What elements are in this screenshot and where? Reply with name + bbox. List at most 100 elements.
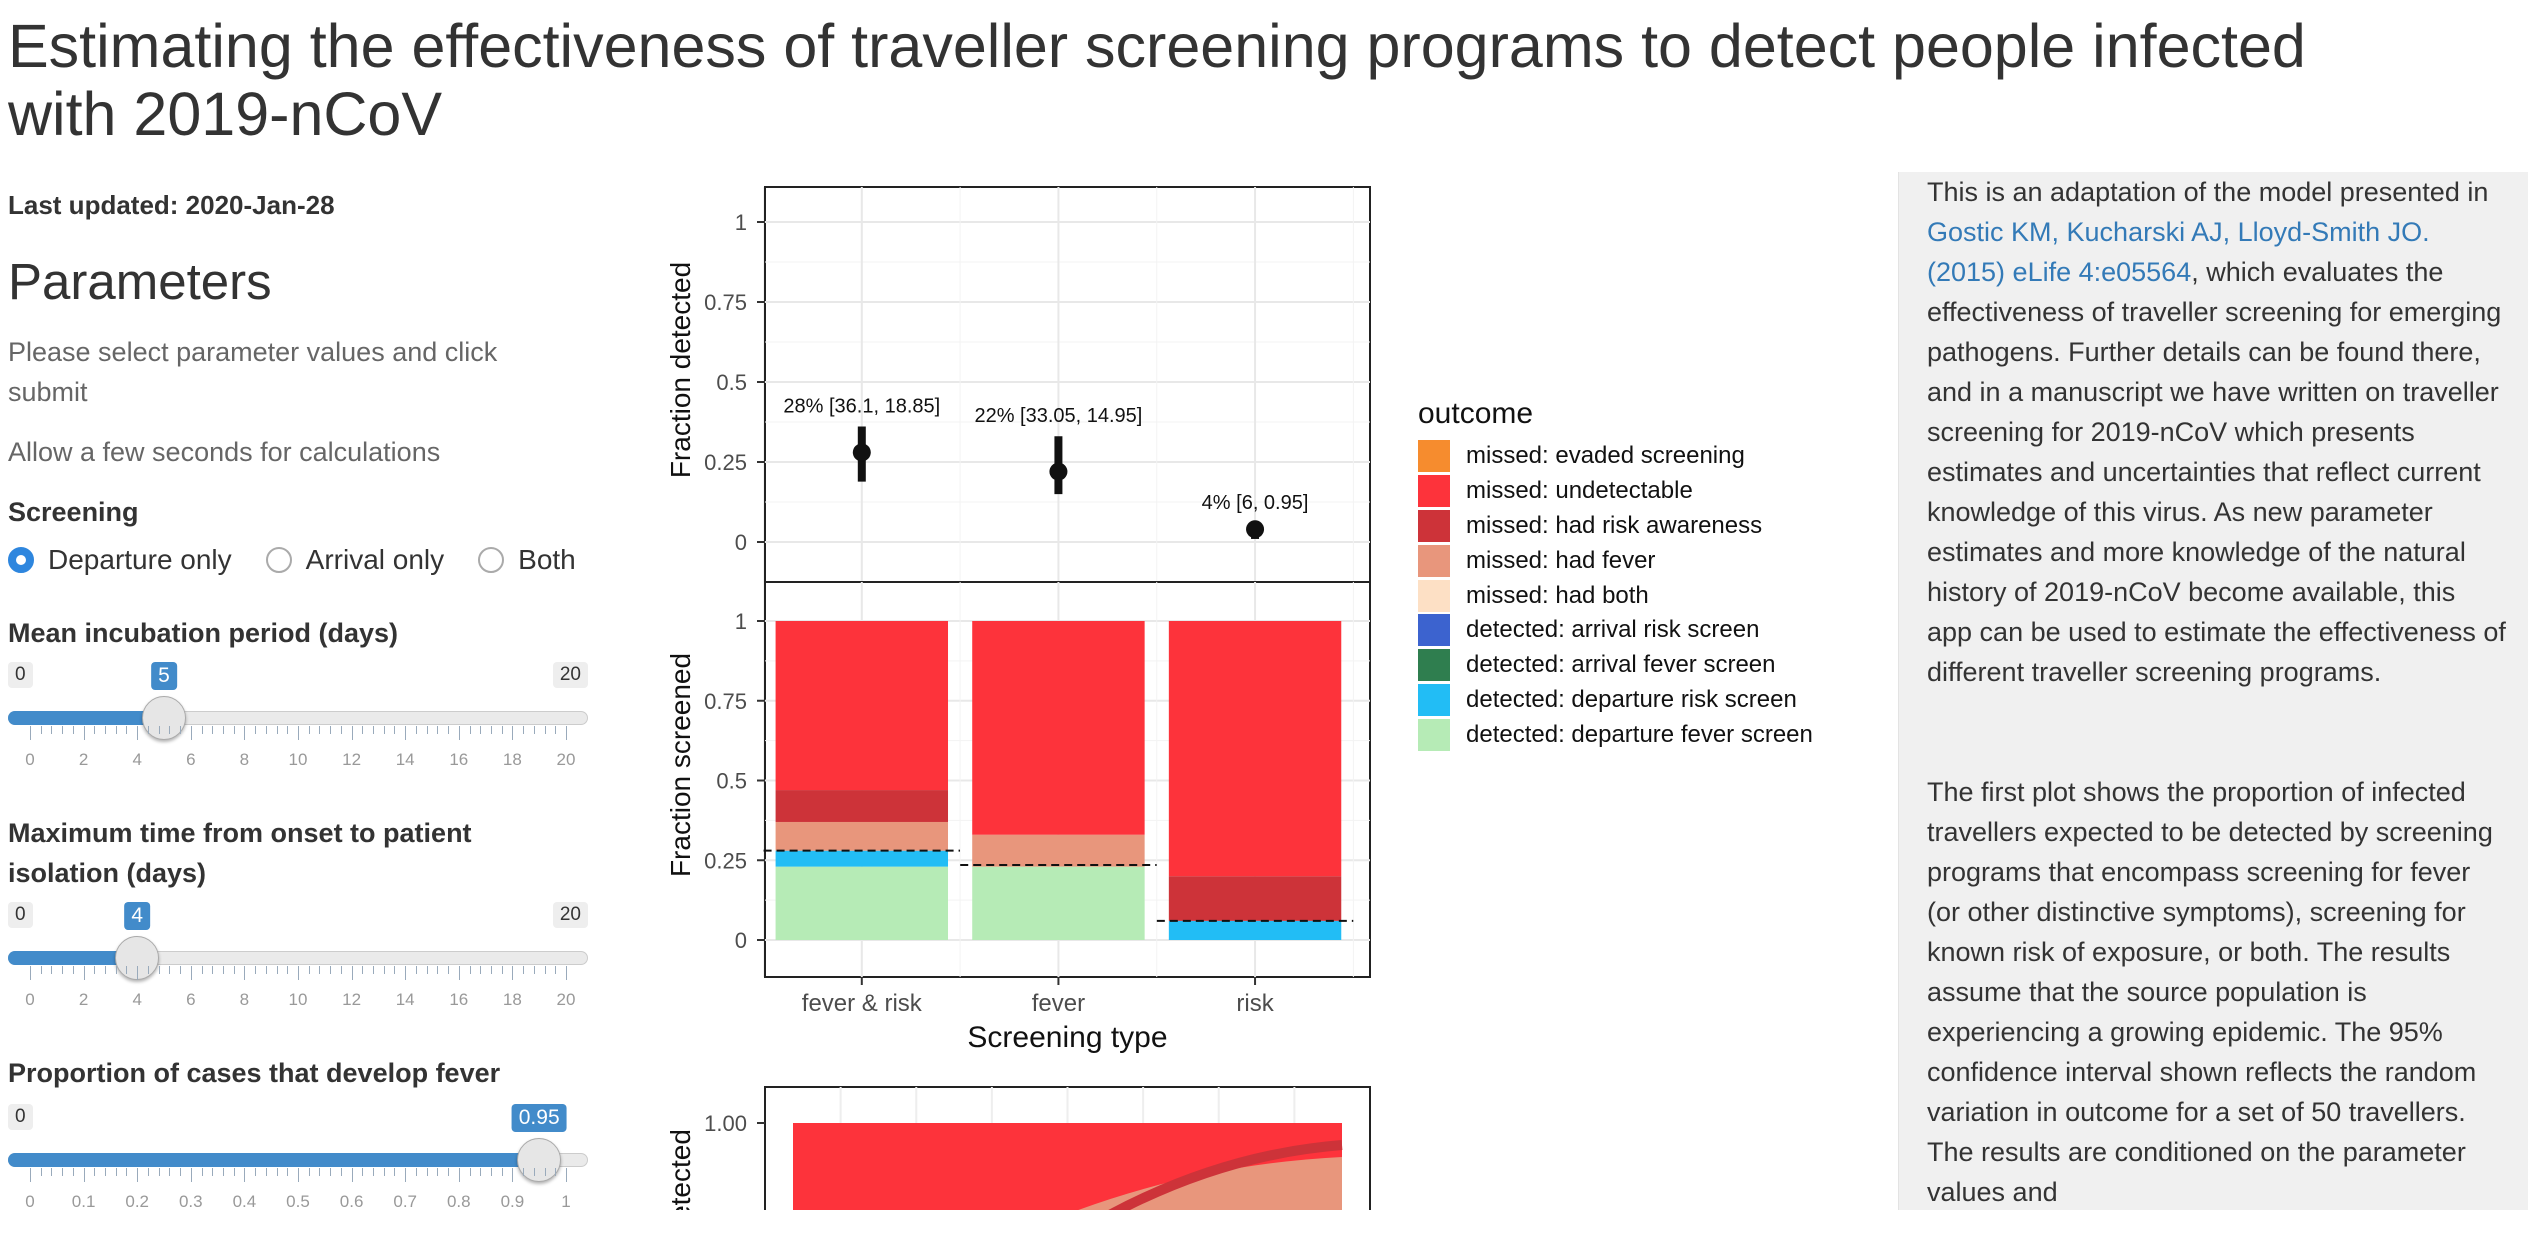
bar-segment bbox=[775, 790, 949, 822]
slider-tick bbox=[158, 1168, 160, 1176]
radio-unselected-icon[interactable] bbox=[478, 547, 505, 573]
slider-tick-label: 0.7 bbox=[393, 1192, 418, 1211]
slider-tick bbox=[458, 966, 460, 980]
slider-tick bbox=[448, 966, 450, 974]
slider-tick bbox=[351, 726, 353, 740]
slider-tick bbox=[137, 966, 139, 980]
slider-tick bbox=[105, 726, 107, 734]
slider-tick bbox=[265, 1168, 267, 1176]
slider-tick bbox=[40, 1168, 42, 1176]
isolation-label: Maximum time from onset to patient isola… bbox=[8, 818, 472, 888]
data-label: 4% [6, 0.95] bbox=[1202, 492, 1309, 514]
info-panel: This is an adaptation of the model prese… bbox=[1898, 172, 2528, 1210]
radio-unselected-icon[interactable] bbox=[265, 547, 292, 573]
slider-tick bbox=[533, 726, 535, 734]
slider-tick bbox=[147, 1168, 149, 1176]
slider-value-badge: 5 bbox=[151, 662, 177, 690]
slider-tick-label: 12 bbox=[342, 990, 362, 1009]
legend-item: detected: arrival risk screen bbox=[1418, 613, 1813, 648]
slider-tick bbox=[383, 726, 385, 734]
slider-tick bbox=[490, 726, 492, 734]
slider-value-badge: 4 bbox=[124, 902, 151, 930]
slider-handle[interactable] bbox=[142, 696, 186, 740]
legend-swatch bbox=[1418, 718, 1450, 751]
radio-both[interactable]: Both bbox=[478, 544, 576, 576]
slider-tick bbox=[115, 966, 117, 974]
y-tick-label: 0.25 bbox=[704, 450, 747, 475]
slider-tick-label: 8 bbox=[239, 990, 250, 1009]
slider-tick bbox=[126, 966, 128, 974]
incubation-slider[interactable]: 0 20 5 0 2 4 6 8 10 12 14 16 18 20 bbox=[8, 662, 588, 792]
radio-label: Departure only bbox=[48, 544, 232, 575]
slider-tick bbox=[373, 1168, 375, 1176]
citation-link[interactable]: Gostic KM, Kucharski AJ, Lloyd-Smith JO.… bbox=[1927, 217, 2430, 287]
slider-tick bbox=[426, 726, 428, 734]
slider-tick bbox=[137, 726, 139, 740]
slider-tick bbox=[158, 726, 160, 734]
legend-label: missed: had risk awareness bbox=[1466, 511, 1763, 539]
slider-tick-label: 0.1 bbox=[71, 1192, 96, 1211]
legend-title: outcome bbox=[1418, 397, 1534, 430]
bar-segment bbox=[775, 621, 949, 791]
slider-tick bbox=[83, 1168, 85, 1182]
slider-tick bbox=[437, 966, 439, 974]
legend-item: missed: had both bbox=[1418, 578, 1813, 613]
slider-tick bbox=[115, 726, 117, 734]
slider-tick bbox=[244, 1168, 246, 1182]
radio-departure-only[interactable]: Departure only bbox=[8, 544, 232, 576]
slider-tick-label: 0.5 bbox=[286, 1192, 310, 1211]
slider-handle[interactable] bbox=[517, 1138, 562, 1182]
slider-tick bbox=[298, 966, 299, 980]
fever-proportion-slider[interactable]: 0 0.95 0 0.1 0.2 0.3 0.4 0.5 0.6 0.7 0.8 0.9 1 bbox=[8, 1104, 588, 1234]
slider-tick bbox=[319, 1168, 321, 1176]
isolation-slider[interactable]: 0 20 4 0 2 4 6 8 10 12 14 16 18 20 bbox=[8, 902, 588, 1032]
slider-tick-label: 0.3 bbox=[178, 1192, 203, 1211]
slider-tick bbox=[201, 1168, 203, 1176]
slider-tick bbox=[362, 966, 364, 974]
slider-tick bbox=[276, 966, 278, 974]
slider-tick bbox=[233, 726, 235, 734]
y-tick-label: 1 bbox=[735, 210, 747, 235]
slider-tick bbox=[308, 726, 310, 734]
slider-tick bbox=[383, 1168, 385, 1176]
y-axis-label: etected bbox=[665, 1129, 696, 1210]
radio-arrival-only[interactable]: Arrival only bbox=[265, 544, 444, 576]
legend-label: detected: departure fever screen bbox=[1466, 720, 1813, 748]
slider-tick bbox=[533, 966, 535, 974]
slider-tick bbox=[201, 726, 203, 734]
legend-swatch bbox=[1418, 475, 1450, 508]
slider-tick-label: 4 bbox=[132, 990, 142, 1009]
slider-tick bbox=[244, 726, 246, 740]
slider-tick bbox=[458, 1168, 460, 1182]
y-tick-label: 0 bbox=[735, 530, 747, 555]
legend-item: missed: evaded screening bbox=[1418, 439, 1813, 474]
slider-tick bbox=[222, 1168, 224, 1176]
slider-value-badge: 0.95 bbox=[511, 1104, 567, 1132]
slider-tick-label: 6 bbox=[186, 750, 196, 769]
slider-tick bbox=[512, 726, 514, 740]
slider-ticks bbox=[8, 966, 588, 984]
y-axis-label: Fraction screened bbox=[665, 653, 696, 877]
charts: 0 0.25 0.5 0.75 1 Fraction detected 28% [36.1,… bbox=[665, 186, 1371, 1210]
area-risk-edge bbox=[1108, 1140, 1343, 1210]
slider-tick-label: 16 bbox=[449, 750, 469, 769]
slider-tick bbox=[437, 726, 439, 734]
screening-label: Screening bbox=[8, 497, 139, 527]
slider-tick bbox=[115, 1168, 117, 1176]
slider-tick bbox=[480, 966, 482, 974]
plot-panel bbox=[764, 186, 1371, 583]
slider-min: 0 bbox=[8, 902, 33, 928]
legend-label: missed: had fever bbox=[1466, 546, 1656, 574]
slider-tick bbox=[490, 966, 492, 974]
help-text-calc: Allow a few seconds for calculations bbox=[8, 437, 441, 467]
legend-swatch bbox=[1418, 683, 1450, 716]
slider-tick-label: 0.4 bbox=[232, 1192, 257, 1211]
slider-tick bbox=[83, 726, 85, 740]
x-axis-label: Screening type bbox=[967, 1021, 1167, 1054]
slider-tick bbox=[405, 966, 407, 980]
slider-tick bbox=[180, 726, 182, 734]
slider-tick bbox=[276, 726, 278, 734]
radio-selected-icon[interactable] bbox=[8, 547, 34, 573]
y-tick-label: 1 bbox=[735, 609, 747, 634]
slider-tick bbox=[480, 726, 482, 734]
